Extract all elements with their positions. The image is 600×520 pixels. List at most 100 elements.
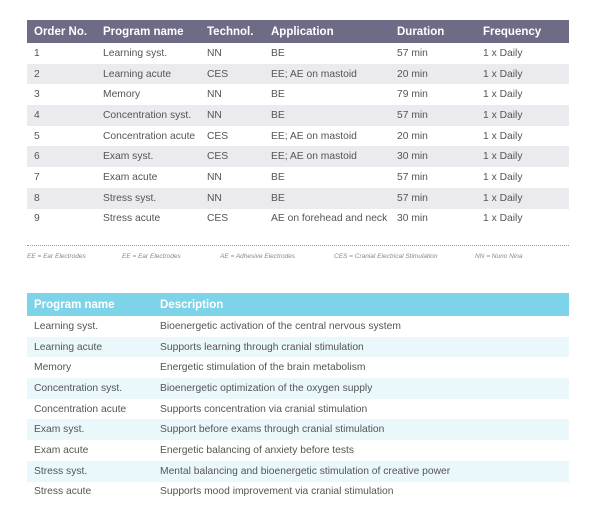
- program-name-cell: Concentration syst.: [34, 382, 123, 394]
- descriptions-table-header: Program name Description: [27, 293, 569, 316]
- legend-item: EE = Ear Electrodes: [27, 253, 86, 260]
- program-name-cell: Memory: [103, 89, 141, 101]
- program-name-cell: Learning acute: [103, 68, 172, 80]
- order-no-cell: 3: [34, 89, 40, 101]
- table-row: 7 Exam acute NN BE 57 min 1 x Daily: [27, 167, 569, 188]
- header-frequency: Frequency: [483, 25, 542, 38]
- program-name-cell: Exam acute: [103, 171, 158, 183]
- duration-cell: 57 min: [397, 47, 428, 59]
- program-name-cell: Stress acute: [34, 486, 92, 498]
- table-row: 1 Learning syst. NN BE 57 min 1 x Daily: [27, 43, 569, 64]
- order-no-cell: 1: [34, 47, 40, 59]
- table-row: 2 Learning acute CES EE; AE on mastoid 2…: [27, 63, 569, 85]
- program-name-cell: Stress syst.: [34, 465, 88, 477]
- table-row: 3 Memory NN BE 79 min 1 x Daily: [27, 84, 569, 105]
- table-row: Stress acute Supports mood improvement v…: [27, 482, 569, 503]
- program-name-cell: Stress acute: [103, 213, 161, 225]
- programs-table-header: Order No. Program name Technol. Applicat…: [27, 20, 569, 43]
- table-row: Exam acute Energetic balancing of anxiet…: [27, 440, 569, 461]
- frequency-cell: 1 x Daily: [483, 109, 523, 121]
- technology-cell: NN: [207, 171, 222, 183]
- table-row: 8 Stress syst. NN BE 57 min 1 x Daily: [27, 187, 569, 209]
- program-name-cell: Learning syst.: [103, 47, 168, 59]
- program-name-cell: Memory: [34, 362, 72, 374]
- duration-cell: 20 min: [397, 68, 428, 80]
- program-name-cell: Exam syst.: [34, 424, 85, 436]
- dotted-divider: [27, 245, 569, 246]
- duration-cell: 57 min: [397, 171, 428, 183]
- technology-cell: NN: [207, 109, 222, 121]
- frequency-cell: 1 x Daily: [483, 130, 523, 142]
- frequency-cell: 1 x Daily: [483, 47, 523, 59]
- frequency-cell: 1 x Daily: [483, 192, 523, 204]
- description-cell: Support before exams through cranial sti…: [160, 424, 385, 436]
- header-description: Description: [160, 298, 224, 311]
- frequency-cell: 1 x Daily: [483, 151, 523, 163]
- header-program-name: Program name: [103, 25, 184, 38]
- programs-table: Order No. Program name Technol. Applicat…: [27, 20, 569, 229]
- header-program-name: Program name: [34, 298, 115, 311]
- table-row: Concentration syst. Bioenergetic optimiz…: [27, 378, 569, 399]
- order-no-cell: 8: [34, 192, 40, 204]
- order-no-cell: 7: [34, 171, 40, 183]
- description-cell: Mental balancing and bioenergetic stimul…: [160, 465, 451, 477]
- description-cell: Supports concentration via cranial stimu…: [160, 403, 368, 415]
- table-row: Learning acute Supports learning through…: [27, 336, 569, 358]
- description-cell: Energetic balancing of anxiety before te…: [160, 444, 355, 456]
- program-name-cell: Concentration acute: [34, 403, 127, 415]
- program-name-cell: Concentration acute: [103, 130, 196, 142]
- application-cell: EE; AE on mastoid: [271, 151, 357, 163]
- order-no-cell: 4: [34, 109, 40, 121]
- order-no-cell: 9: [34, 213, 40, 225]
- application-cell: BE: [271, 109, 285, 121]
- legend-item: CES = Cranial Electrical Stimulation: [334, 253, 438, 260]
- technology-cell: NN: [207, 192, 222, 204]
- order-no-cell: 2: [34, 68, 40, 80]
- application-cell: BE: [271, 89, 285, 101]
- technology-cell: CES: [207, 151, 229, 163]
- table-row: 5 Concentration acute CES EE; AE on mast…: [27, 126, 569, 147]
- program-name-cell: Exam syst.: [103, 151, 154, 163]
- descriptions-table: Program name Description Learning syst. …: [27, 293, 569, 502]
- technology-cell: NN: [207, 89, 222, 101]
- table-row: Learning syst. Bioenergetic activation o…: [27, 316, 569, 337]
- legend-item: AE = Adhesive Electrodes: [220, 253, 296, 260]
- technology-cell: CES: [207, 130, 229, 142]
- table-row: Concentration acute Supports concentrati…: [27, 399, 569, 420]
- legend-item: EE = Ear Electrodes: [122, 253, 181, 260]
- frequency-cell: 1 x Daily: [483, 171, 523, 183]
- table-row: Stress syst. Mental balancing and bioene…: [27, 460, 569, 482]
- duration-cell: 30 min: [397, 151, 428, 163]
- description-cell: Bioenergetic activation of the central n…: [160, 320, 401, 332]
- technology-cell: CES: [207, 213, 229, 225]
- table-row: 4 Concentration syst. NN BE 57 min 1 x D…: [27, 105, 569, 126]
- order-no-cell: 6: [34, 151, 40, 163]
- description-cell: Supports learning through cranial stimul…: [160, 341, 364, 353]
- order-no-cell: 5: [34, 130, 40, 142]
- table-row: Memory Energetic stimulation of the brai…: [27, 357, 569, 378]
- application-cell: BE: [271, 192, 285, 204]
- table-row: 9 Stress acute CES AE on forehead and ne…: [27, 209, 569, 230]
- header-order-no: Order No.: [34, 25, 88, 38]
- frequency-cell: 1 x Daily: [483, 89, 523, 101]
- duration-cell: 57 min: [397, 109, 428, 121]
- application-cell: BE: [271, 47, 285, 59]
- description-cell: Bioenergetic optimization of the oxygen …: [160, 382, 373, 394]
- program-name-cell: Learning acute: [34, 341, 103, 353]
- duration-cell: 30 min: [397, 213, 428, 225]
- duration-cell: 79 min: [397, 89, 428, 101]
- legend-item: NN = Nuno Nina: [475, 253, 523, 260]
- header-technology: Technol.: [207, 25, 254, 38]
- header-application: Application: [271, 25, 334, 38]
- table-row: Exam syst. Support before exams through …: [27, 419, 569, 441]
- program-name-cell: Stress syst.: [103, 192, 157, 204]
- application-cell: EE; AE on mastoid: [271, 68, 357, 80]
- technology-cell: NN: [207, 47, 222, 59]
- application-cell: AE on forehead and neck: [271, 213, 388, 225]
- frequency-cell: 1 x Daily: [483, 213, 523, 225]
- duration-cell: 20 min: [397, 130, 428, 142]
- application-cell: BE: [271, 171, 285, 183]
- application-cell: EE; AE on mastoid: [271, 130, 357, 142]
- technology-cell: CES: [207, 68, 229, 80]
- program-name-cell: Concentration syst.: [103, 109, 192, 121]
